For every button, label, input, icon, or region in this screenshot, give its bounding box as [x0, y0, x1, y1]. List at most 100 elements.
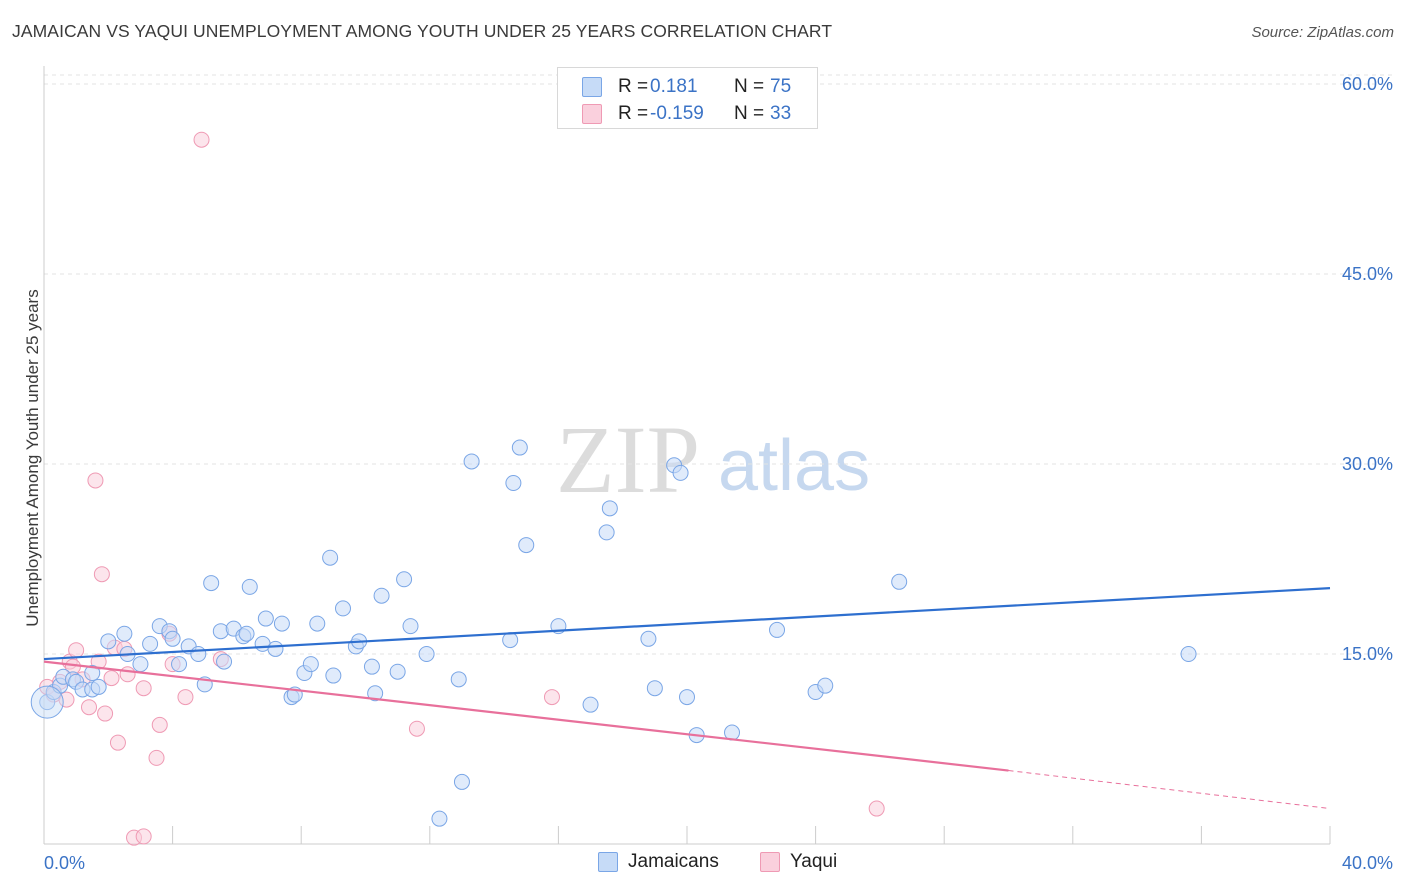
jamaicans-point: [679, 689, 695, 706]
tick-labels: 15.0% 30.0% 45.0% 60.0% 0.0% 40.0%: [44, 74, 1393, 873]
yaqui-point: [87, 472, 104, 489]
jamaicans-point: [116, 625, 133, 642]
jamaicans-point: [325, 667, 342, 684]
yaqui-point: [135, 828, 152, 845]
axes: [43, 66, 1331, 845]
source-label: Source: ZipAtlas.com: [1251, 24, 1394, 41]
jamaicans-point: [891, 573, 908, 590]
jamaicans-point: [203, 575, 220, 592]
watermark: ZIP atlas: [556, 406, 870, 513]
legend-n-value: 33: [770, 103, 792, 124]
yaqui-point: [119, 666, 136, 683]
yaqui-point: [109, 734, 126, 751]
jamaicans-point: [511, 439, 528, 456]
jamaicans-point: [267, 640, 284, 657]
jamaicans-point: [309, 615, 326, 632]
yaqui-point: [408, 720, 425, 737]
jamaicans-point: [640, 630, 657, 647]
yaqui-point: [81, 699, 98, 716]
yaqui-point: [148, 749, 165, 766]
legend-r-label: R =: [618, 76, 649, 97]
gridlines: [44, 74, 1394, 655]
jamaicans-trend-line: [43, 587, 1331, 661]
legend-n-label: N =: [734, 76, 765, 97]
jamaicans-point: [502, 632, 519, 649]
jamaicans-point: [418, 646, 435, 662]
jamaicans-point: [84, 665, 101, 681]
jamaicans-point: [90, 678, 107, 695]
yaqui-point: [193, 131, 210, 148]
legend-r-value: 0.181: [650, 76, 698, 97]
jamaicans-point: [463, 453, 480, 470]
jamaicans-point: [769, 621, 786, 638]
jamaicans-point: [171, 656, 188, 673]
jamaicans-point: [132, 656, 149, 673]
watermark-atlas: atlas: [718, 426, 870, 506]
x-tick-label-min: 0.0%: [44, 853, 85, 873]
jamaicans-point: [190, 646, 207, 662]
yaqui-point: [177, 689, 194, 706]
jamaicans-point: [582, 696, 599, 713]
yaqui-point: [135, 680, 152, 697]
jamaicans-point: [1180, 646, 1197, 662]
legend-swatch-jamaicans: [598, 852, 618, 872]
jamaicans-point: [672, 464, 689, 481]
jamaicans-point: [212, 623, 229, 640]
legend-item-jamaicans[interactable]: Jamaicans: [598, 851, 719, 873]
legend-n-label: N =: [734, 103, 765, 124]
yaqui-point: [97, 705, 114, 722]
jamaicans-point: [216, 653, 233, 670]
jamaicans-point: [450, 671, 467, 688]
jamaicans-point: [518, 537, 535, 554]
jamaicans-point: [238, 625, 255, 642]
jamaicans-point: [241, 578, 258, 595]
y-tick-label: 15.0%: [1342, 644, 1393, 664]
jamaicans-point: [164, 630, 181, 647]
legend-r-label: R =: [618, 103, 649, 124]
y-tick-label: 45.0%: [1342, 264, 1393, 284]
yaqui-point: [103, 670, 120, 687]
y-tick-label: 60.0%: [1342, 74, 1393, 94]
jamaicans-point: [373, 587, 390, 604]
trend-lines: [43, 587, 1331, 810]
jamaicans-point-cluster: [30, 685, 64, 719]
legend-swatch-yaqui: [582, 104, 602, 124]
jamaicans-point: [431, 810, 448, 827]
legend-n-value: 75: [770, 76, 792, 97]
yaqui-point: [151, 716, 168, 733]
jamaicans-point: [322, 549, 339, 566]
jamaicans-point: [334, 600, 351, 617]
yaqui-trend-line: [43, 660, 1009, 772]
y-axis-label: Unemployment Among Youth under 25 years: [23, 289, 42, 626]
jamaicans-point: [302, 656, 319, 673]
legend-r-value: -0.159: [650, 103, 704, 124]
jamaicans-point: [817, 677, 834, 694]
jamaicans-point: [389, 663, 406, 680]
jamaicans-point: [100, 633, 117, 650]
jamaicans-point: [396, 571, 413, 588]
yaqui-points: [39, 131, 885, 846]
legend-item-yaqui[interactable]: Yaqui: [760, 851, 837, 873]
jamaicans-point: [273, 615, 290, 632]
jamaicans-point: [453, 773, 470, 790]
yaqui-point: [543, 689, 560, 706]
jamaicans-points: [30, 439, 1197, 827]
legend-swatch-jamaicans: [582, 77, 602, 97]
correlation-legend: R = 0.181 N = 75 R = -0.159 N = 33: [557, 67, 818, 129]
jamaicans-point: [257, 610, 274, 627]
jamaicans-point: [601, 500, 618, 517]
jamaicans-point: [646, 680, 663, 697]
x-tick-label-max: 40.0%: [1342, 853, 1393, 873]
yaqui-point: [68, 642, 85, 659]
chart-title: JAMAICAN VS YAQUI UNEMPLOYMENT AMONG YOU…: [12, 21, 833, 41]
legend-label-yaqui: Yaqui: [790, 851, 838, 872]
jamaicans-point: [363, 658, 380, 675]
jamaicans-point: [402, 618, 419, 635]
yaqui-trend-extension: [1008, 770, 1331, 810]
yaqui-point: [868, 800, 885, 817]
legend-label-jamaicans: Jamaicans: [628, 851, 719, 872]
yaqui-point: [93, 566, 110, 583]
jamaicans-point: [367, 685, 384, 702]
jamaicans-point: [142, 635, 159, 652]
